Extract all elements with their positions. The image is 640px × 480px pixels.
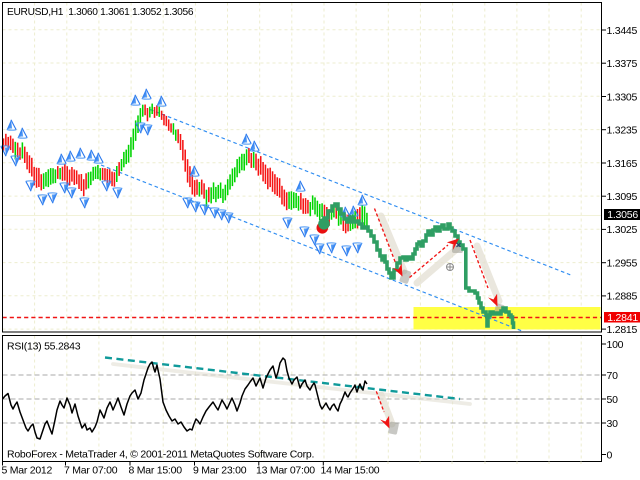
svg-text:50: 50 xyxy=(607,394,619,406)
svg-text:5 Mar 2012: 5 Mar 2012 xyxy=(2,465,53,477)
svg-text:1.3025: 1.3025 xyxy=(607,224,638,236)
svg-text:8 Mar 15:00: 8 Mar 15:00 xyxy=(129,465,183,477)
svg-text:1.3305: 1.3305 xyxy=(607,91,638,103)
svg-text:1.3375: 1.3375 xyxy=(607,58,638,70)
svg-text:1.2955: 1.2955 xyxy=(607,258,638,270)
svg-text:14 Mar 15:00: 14 Mar 15:00 xyxy=(321,465,380,477)
svg-text:100: 100 xyxy=(607,339,624,351)
svg-text:1.2885: 1.2885 xyxy=(607,291,638,303)
svg-text:1.3095: 1.3095 xyxy=(607,191,638,203)
svg-text:EURUSD,H1 1.3060 1.3061 1.305: EURUSD,H1 1.3060 1.3061 1.3052 1.3056 xyxy=(7,7,194,18)
svg-text:RoboForex - MetaTrader 4, © 20: RoboForex - MetaTrader 4, © 2001-2011 Me… xyxy=(7,448,314,460)
svg-text:1.2841: 1.2841 xyxy=(607,312,638,324)
svg-text:1.3165: 1.3165 xyxy=(607,158,638,170)
svg-text:RSI(13) 55.2843: RSI(13) 55.2843 xyxy=(7,340,81,352)
svg-text:70: 70 xyxy=(607,370,619,382)
svg-text:1.3445: 1.3445 xyxy=(607,25,638,37)
svg-text:13 Mar 07:00: 13 Mar 07:00 xyxy=(256,465,315,477)
svg-text:1.2815: 1.2815 xyxy=(607,324,638,336)
svg-text:9 Mar 23:00: 9 Mar 23:00 xyxy=(193,465,247,477)
svg-text:30: 30 xyxy=(607,418,619,430)
svg-text:1.3056: 1.3056 xyxy=(607,209,638,221)
svg-text:0: 0 xyxy=(607,449,613,461)
svg-text:7 Mar 07:00: 7 Mar 07:00 xyxy=(64,465,118,477)
svg-text:1.3235: 1.3235 xyxy=(607,125,638,137)
